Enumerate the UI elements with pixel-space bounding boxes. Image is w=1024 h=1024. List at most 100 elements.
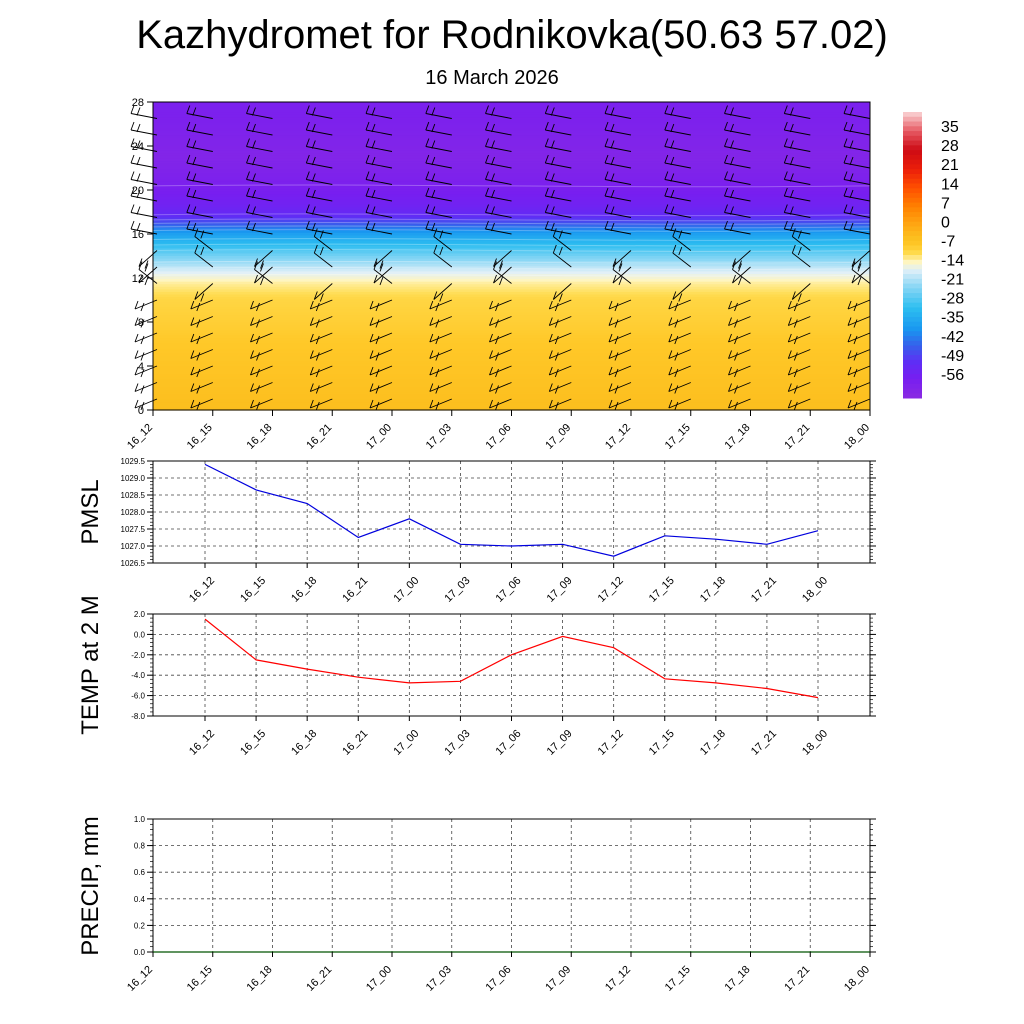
wind-barb-shaft: [672, 236, 692, 251]
heat-strip: [153, 392, 870, 396]
wind-barb-shaft: [545, 195, 572, 202]
wind-barb-flag: [732, 258, 736, 267]
wind-barb-flag: [256, 302, 260, 312]
wind-barb-flag: [379, 276, 384, 286]
wind-barb-flag: [489, 317, 493, 326]
wind-barb-flag: [853, 319, 858, 328]
wind-barb-flag: [429, 333, 434, 343]
wind-barb-flag: [548, 317, 553, 326]
x-tick-label: 18_00: [842, 964, 872, 994]
wind-barb-flag: [305, 187, 310, 197]
heat-strip: [153, 209, 870, 213]
wind-barb-flag: [604, 138, 609, 147]
wind-barb-shaft: [847, 349, 871, 359]
x-tick-label: 18_00: [800, 575, 830, 605]
wind-barb-shaft: [728, 332, 751, 343]
wind-barb-flag: [435, 385, 440, 394]
wind-barb-flag: [857, 260, 862, 269]
wind-barb-flag: [256, 401, 260, 411]
wind-barb-flag: [849, 107, 854, 116]
wind-barb-flag: [791, 244, 796, 254]
wind-barb-flag: [604, 154, 609, 164]
colorbar-label: -21: [941, 272, 964, 289]
heat-strip: [153, 119, 870, 124]
wind-barb-flag: [732, 274, 736, 284]
heat-strip: [153, 194, 870, 198]
colorbar-swatch: [903, 226, 922, 232]
colorbar-swatch: [903, 331, 922, 337]
wind-barb-shaft: [194, 283, 214, 300]
wind-barb-flag: [305, 138, 310, 147]
wind-barb-flag: [495, 335, 499, 345]
vertical-section-panel: 0 4 8 12 16 20 24 28 16_12 16_15 16_18 16_21 17_00 17…: [125, 97, 872, 452]
wind-barb-shaft: [724, 113, 751, 119]
heat-strip: [153, 109, 870, 113]
heat-strip: [153, 253, 870, 257]
x-tick-label: 18_00: [842, 422, 872, 452]
wind-barb-flag: [439, 293, 444, 302]
wind-barb-flag: [550, 156, 555, 166]
wind-barb-shaft: [788, 349, 811, 359]
x-tick-label: 17_03: [424, 422, 454, 452]
wind-barb-shaft: [788, 382, 811, 392]
wind-barb-flag: [548, 383, 553, 392]
x-tick-label: 17_15: [647, 728, 677, 758]
wind-barb-shaft: [186, 129, 213, 136]
y-tick-label: 1027.0: [121, 542, 146, 551]
wind-barb-flag: [554, 335, 559, 345]
wind-barb-shaft: [310, 332, 333, 343]
y-tick-label: 1027.5: [121, 525, 146, 534]
wind-barb-flag: [670, 156, 675, 166]
wind-barb-shaft: [664, 113, 691, 119]
wind-barb-shaft: [664, 212, 691, 218]
colorbar-swatch: [903, 169, 922, 175]
wind-barb-shaft: [246, 162, 273, 169]
wind-barb-flag: [618, 276, 623, 286]
x-tick-label: 17_03: [442, 575, 472, 605]
wind-barb-flag: [309, 383, 314, 392]
heat-strip: [153, 186, 870, 190]
wind-barb-shaft: [668, 349, 691, 359]
colorbar-swatch: [903, 269, 922, 275]
heat-strip: [153, 333, 870, 337]
wind-barb-flag: [608, 300, 613, 310]
wind-barb-shaft: [851, 250, 871, 267]
wind-barb-shaft: [365, 212, 393, 218]
wind-barb-flag: [610, 222, 615, 232]
wind-barb-flag: [610, 206, 615, 215]
wind-barb-flag: [319, 293, 324, 302]
wind-barb-shaft: [788, 398, 811, 409]
y-tick-label: 28: [132, 97, 144, 109]
wind-barb-flag: [319, 246, 324, 256]
wind-barb-flag: [431, 206, 436, 215]
heat-strip: [153, 317, 870, 321]
wind-barb-shaft: [493, 266, 512, 284]
heat-strip: [153, 404, 870, 409]
wind-barb-flag: [734, 335, 738, 345]
colorbar-swatch: [903, 364, 922, 370]
wind-barb-flag: [789, 140, 794, 149]
wind-barb-shaft: [369, 332, 393, 343]
wind-barb-shaft: [489, 299, 512, 310]
wind-barb-flag: [851, 258, 856, 267]
wind-barb-shaft: [250, 316, 273, 326]
wind-barb-flag: [260, 276, 264, 286]
wind-barb-shaft: [314, 283, 333, 300]
wind-barb-flag: [853, 302, 858, 312]
heat-strip: [153, 297, 870, 301]
heat-strip: [153, 340, 870, 344]
wind-barb-flag: [311, 173, 316, 182]
heat-strip: [153, 263, 870, 267]
contour-line: [152, 243, 871, 247]
wind-barb-flag: [425, 138, 430, 147]
x-tick-label: 17_06: [494, 575, 524, 605]
wind-barb-shaft: [254, 269, 273, 284]
wind-barb-flag: [305, 204, 310, 213]
wind-barb-flag: [365, 204, 370, 213]
wind-barb-flag: [186, 138, 191, 147]
colorbar-swatch: [903, 135, 922, 142]
wind-barb-shaft: [306, 146, 333, 152]
wind-barb-shaft: [728, 316, 751, 326]
wind-barb-flag: [309, 350, 314, 359]
y-tick-label: 1026.5: [121, 559, 146, 568]
